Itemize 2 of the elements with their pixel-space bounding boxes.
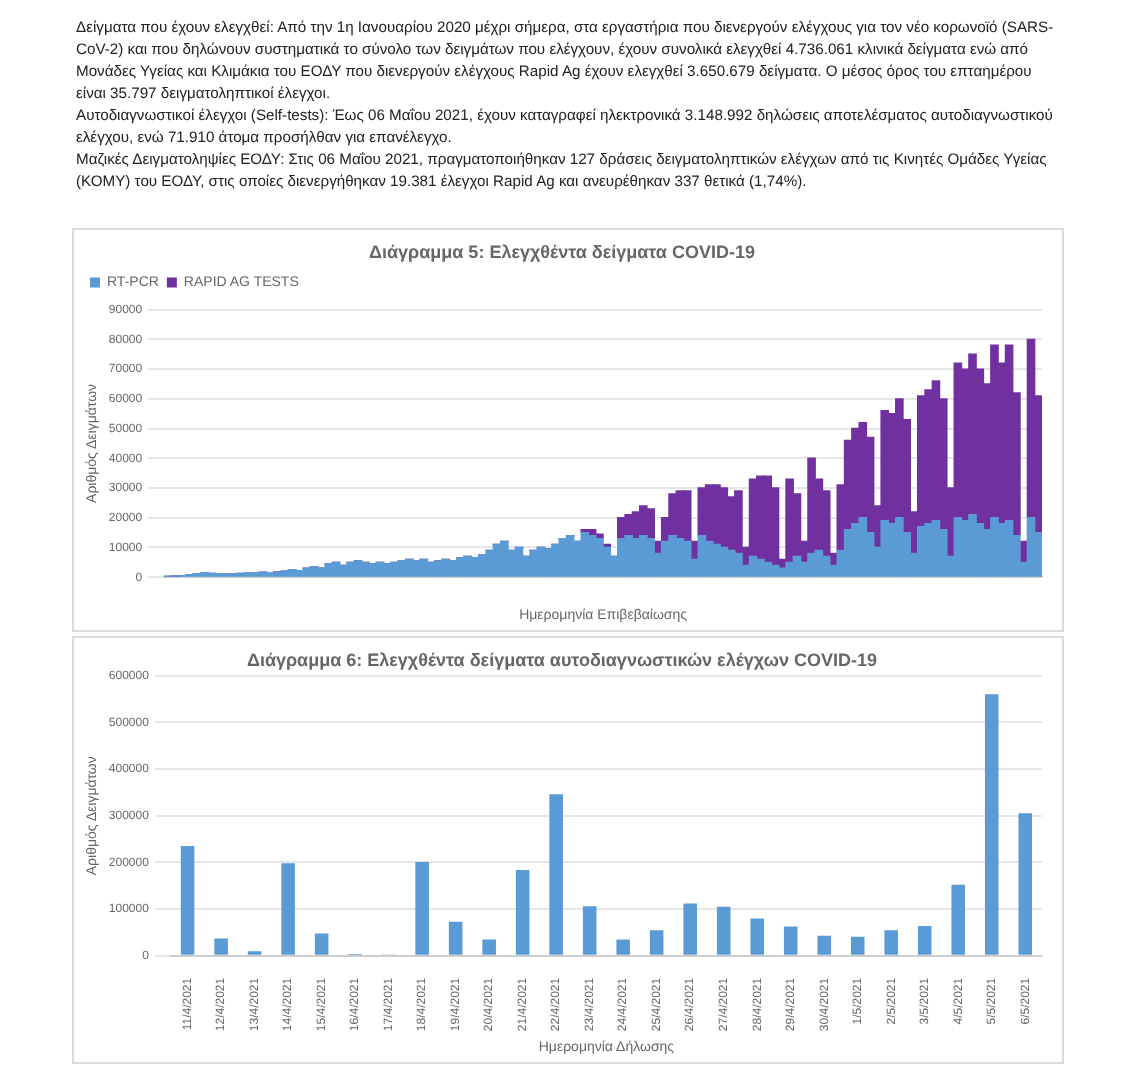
chart-title: Διάγραμμα 6: Ελεγχθέντα δείγματα αυτοδιαγνωστικών ελέγχων COVID-19 — [246, 649, 878, 670]
chart-title: Διάγραμμα 5: Ελεγχθέντα δείγματα COVID-19 — [369, 241, 755, 262]
